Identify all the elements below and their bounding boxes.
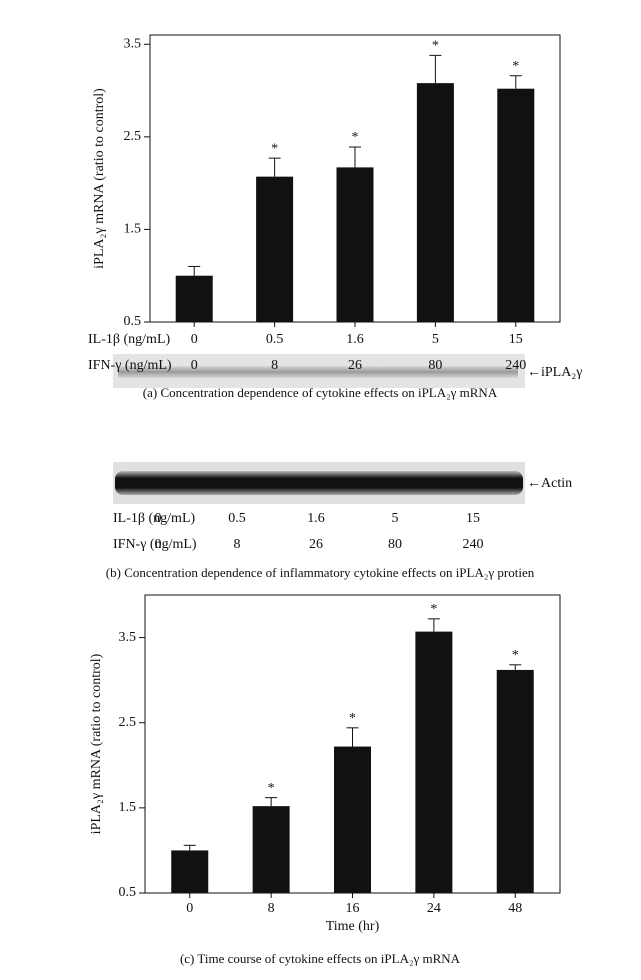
category-label: 0.5 [266, 332, 284, 347]
x-tick-label: 8 [268, 901, 275, 916]
significance-mark: * [430, 602, 437, 617]
row-label: IL-1β (ng/mL) [113, 511, 195, 526]
y-axis-label: iPLA₂γ mRNA (ratio to control) [89, 653, 104, 834]
bar [171, 850, 209, 893]
significance-mark: * [432, 39, 439, 54]
significance-mark: * [349, 711, 356, 726]
significance-mark: * [512, 648, 519, 663]
significance-mark: * [268, 781, 275, 796]
row-label: IL-1β (ng/mL) [88, 332, 170, 347]
bar [497, 88, 535, 322]
bar [256, 176, 294, 322]
lane-label: 1.6 [307, 511, 325, 526]
significance-mark: * [271, 141, 278, 156]
lane-label: 240 [463, 537, 484, 552]
y-tick-label: 0.5 [119, 885, 137, 900]
bar [252, 806, 290, 893]
bar [334, 746, 371, 893]
band-label: ←iPLA₂γ [527, 365, 582, 380]
bar [336, 167, 374, 322]
y-axis-label: iPLA₂γ mRNA (ratio to control) [92, 88, 107, 269]
y-tick-label: 1.5 [124, 222, 142, 237]
lane-label: 0 [155, 511, 162, 526]
bar [416, 83, 454, 322]
x-tick-label: 0 [186, 901, 193, 916]
significance-mark: * [352, 130, 359, 145]
category-label: 240 [505, 358, 526, 373]
bar [415, 631, 453, 893]
category-label: 0 [191, 332, 198, 347]
category-label: 8 [271, 358, 278, 373]
lane-label: 8 [234, 537, 241, 552]
y-tick-label: 3.5 [124, 36, 142, 51]
row-label: IFN-γ (ng/mL) [113, 537, 197, 552]
significance-mark: * [512, 59, 519, 74]
caption: (c) Time course of cytokine effects on i… [180, 951, 461, 966]
lane-label: 26 [309, 537, 323, 552]
category-label: 0 [191, 358, 198, 373]
category-label: 26 [348, 358, 362, 373]
blot: ←iPLA₂γ ←Actin IL-1β (ng/mL) IFN-γ (ng/m… [106, 354, 582, 580]
category-label: 15 [509, 332, 523, 347]
bar [175, 275, 213, 322]
caption: (a) Concentration dependence of cytokine… [143, 385, 498, 400]
y-tick-label: 0.5 [124, 314, 142, 329]
x-tick-label: 48 [508, 901, 522, 916]
x-tick-label: 16 [346, 901, 360, 916]
y-tick-label: 1.5 [119, 800, 137, 815]
band-label: ←Actin [527, 476, 572, 491]
category-label: 5 [432, 332, 439, 347]
lane-label: 0.5 [228, 511, 246, 526]
bar [496, 669, 534, 893]
lane-label: 15 [466, 511, 480, 526]
y-tick-label: 2.5 [119, 715, 137, 730]
lane-label: 80 [388, 537, 402, 552]
row-label: IFN-γ (ng/mL) [88, 358, 172, 373]
blot-band [115, 471, 523, 495]
caption: (b) Concentration dependence of inflamma… [106, 565, 535, 580]
blot-band [118, 366, 518, 378]
lane-label: 0 [155, 537, 162, 552]
y-tick-label: 2.5 [124, 129, 142, 144]
category-label: 80 [428, 358, 442, 373]
lane-label: 5 [392, 511, 399, 526]
y-tick-label: 3.5 [119, 630, 137, 645]
category-label: 1.6 [346, 332, 364, 347]
x-axis-label: Time (hr) [326, 919, 380, 934]
x-tick-label: 24 [427, 901, 441, 916]
